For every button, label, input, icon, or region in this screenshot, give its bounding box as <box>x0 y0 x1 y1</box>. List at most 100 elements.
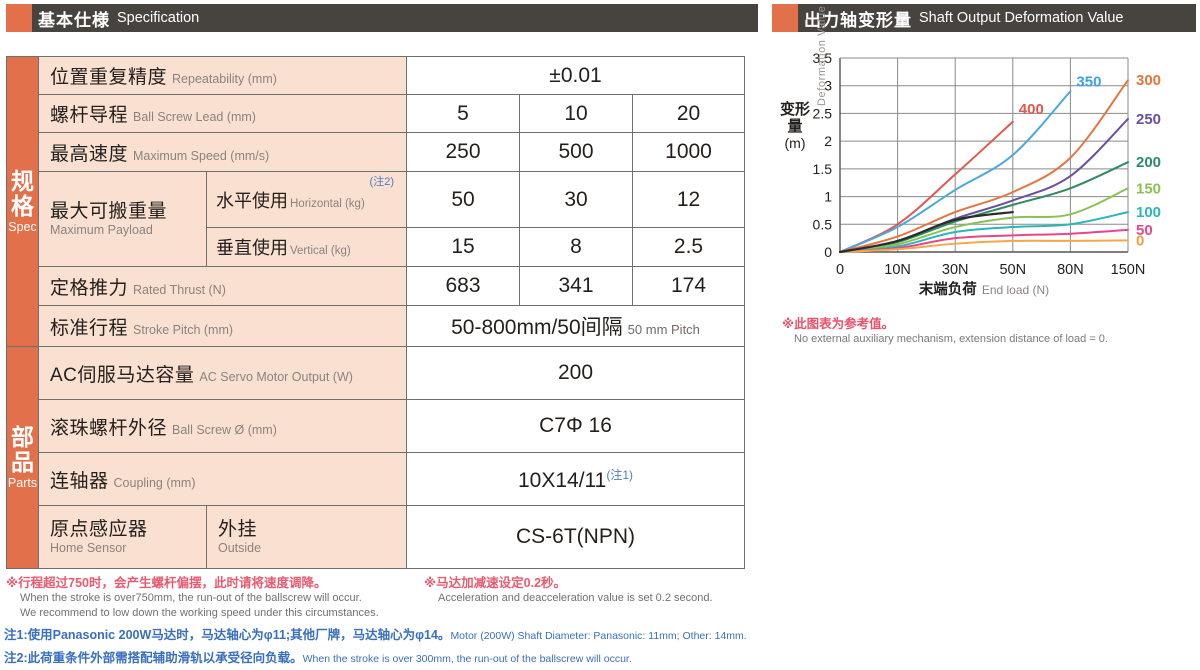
svg-text:2: 2 <box>824 133 832 149</box>
sub-label-en: Vertical (kg) <box>290 245 351 257</box>
table-row: 原点感应器 Home Sensor 外挂 Outside CS-6T(NPN) <box>7 505 746 569</box>
label-cn: AC伺服马达容量 <box>50 364 195 386</box>
svg-text:300: 300 <box>1136 72 1161 89</box>
value-ball-screw-diameter: C7Φ 16 <box>405 399 746 453</box>
row-label-coupling: 连轴器 Coupling (mm) <box>38 452 407 506</box>
svg-text:0: 0 <box>1136 232 1144 249</box>
value-vertical-1: 15 <box>406 227 520 267</box>
svg-text:350: 350 <box>1076 73 1101 90</box>
x-axis-label-en: End load (N) <box>981 283 1050 297</box>
label-en: Repeatability (mm) <box>172 72 277 86</box>
svg-text:100: 100 <box>1136 204 1161 221</box>
specification-title-en: Specification <box>117 10 200 26</box>
section-marker-icon <box>772 4 798 32</box>
footnote-note1: 注1:使用Panasonic 200W马达时，马达轴心为φ11;其他厂牌，马达轴… <box>4 624 1004 644</box>
value-vertical-3: 2.5 <box>631 227 746 267</box>
chart-note-cn: ※此图表为参考值。 <box>782 317 895 331</box>
label-cn: 位置重复精度 <box>50 67 168 88</box>
sub-label-en: Horizontal (kg) <box>290 197 365 210</box>
label-en: Maximum Speed (mm/s) <box>133 148 270 163</box>
label-en: Ball Screw Lead (mm) <box>133 110 256 124</box>
chart-note-en: No external auxiliary mechanism, extensi… <box>794 333 1108 345</box>
specification-section-header: 基本仕様 Specification <box>6 4 758 32</box>
table-row: 规格 Spec 位置重复精度 Repeatability (mm) ±0.01 <box>6 56 746 347</box>
label-en: Maximum Payload <box>50 223 153 238</box>
header-gap <box>798 4 804 32</box>
footnote-right-cn: ※马达加减速设定0.2秒。 <box>424 576 567 590</box>
value-speed-1: 250 <box>406 132 520 172</box>
value-home-sensor: CS-6T(NPN) <box>405 505 746 569</box>
svg-text:250: 250 <box>1136 111 1161 128</box>
footnote-note1-en: Motor (200W) Shaft Diameter: Panasonic: … <box>450 630 747 642</box>
x-axis-label-cn: 末端负荷 <box>918 282 977 298</box>
svg-text:150: 150 <box>1136 180 1161 197</box>
footnote-acceleration: ※马达加减速设定0.2秒。 Acceleration and deacceler… <box>424 572 754 606</box>
svg-text:1: 1 <box>824 189 832 205</box>
chart-section-header: 出力轴变形量 Shaft Output Deformation Value <box>772 4 1196 32</box>
label-cn: 原点感应器 <box>50 518 148 540</box>
svg-text:0.5: 0.5 <box>813 216 833 232</box>
side-label-parts-en: Parts <box>7 475 38 490</box>
svg-text:200: 200 <box>1136 154 1161 171</box>
table-row: 滚珠螺杆外径 Ball Screw Ø (mm) C7Φ 16 <box>7 399 746 453</box>
svg-text:0: 0 <box>824 244 832 260</box>
label-cn: 最大可搬重量 <box>50 200 168 222</box>
value-coupling: 10X14/11(注1) <box>405 452 746 506</box>
table-row: 螺杆导程 Ball Screw Lead (mm) 5 10 20 <box>7 94 746 133</box>
y-axis-label-cn: 变形量 <box>779 101 810 135</box>
sub-label-cn: 水平使用 <box>216 190 288 211</box>
specification-table: 规格 Spec 位置重复精度 Repeatability (mm) ±0.01 螺… <box>6 56 746 569</box>
side-label-parts: 部品 Parts <box>6 346 39 569</box>
table-row: 标准行程 Stroke Pitch (mm) 50-800mm/50间隔 50 mm… <box>7 305 746 347</box>
svg-text:2.5: 2.5 <box>813 105 833 121</box>
value-coupling-main: 10X14/11 <box>517 468 607 492</box>
sub-label-en: Outside <box>218 541 262 556</box>
footnote-note1-cn: 注1:使用Panasonic 200W马达时，马达轴心为φ11;其他厂牌，马达轴… <box>4 628 451 642</box>
footnote-note2-en: When the stroke is over 300mm, the run-o… <box>302 653 632 665</box>
side-label-spec: 规格 Spec <box>6 56 39 347</box>
table-row: 垂直使用 Vertical (kg) 15 8 2.5 <box>7 227 746 267</box>
label-cn: 定格推力 <box>50 277 129 299</box>
svg-text:1.5: 1.5 <box>813 161 833 177</box>
sub-label-horizontal: 水平使用 Horizontal (kg) (注2) <box>206 171 407 228</box>
footnote-note2-cn: 注2:此荷重条件外部需搭配辅助滑轨以承受径向负载。 <box>4 651 303 665</box>
label-en: AC Servo Motor Output (W) <box>199 369 353 384</box>
row-label-repeatability: 位置重复精度 Repeatability (mm) <box>38 56 407 95</box>
sub-label-vertical: 垂直使用 Vertical (kg) <box>206 227 407 267</box>
svg-text:30N: 30N <box>942 262 969 278</box>
value-lead-3: 20 <box>631 94 746 133</box>
label-en: Stroke Pitch (mm) <box>133 322 234 337</box>
value-stroke-pitch-main: 50-800mm/50间隔 <box>451 316 623 339</box>
label-cn: 连轴器 <box>50 470 109 492</box>
sub-label-cn: 垂直使用 <box>216 238 288 258</box>
sub-label-outside: 外挂 Outside <box>206 505 407 569</box>
svg-text:150N: 150N <box>1111 262 1146 278</box>
value-lead-2: 10 <box>519 94 633 133</box>
x-axis-label: 末端负荷 End load (N) <box>772 278 1196 299</box>
chart-title-cn: 出力轴变形量 <box>804 10 912 30</box>
footnote-note2: 注2:此荷重条件外部需搭配辅助滑轨以承受径向负载。When the stroke… <box>4 647 1004 667</box>
label-en: Home Sensor <box>50 541 127 556</box>
table-row: 最高速度 Maximum Speed (mm/s) 250 500 1000 <box>7 132 746 172</box>
value-thrust-3: 174 <box>631 266 746 306</box>
svg-text:400: 400 <box>1019 101 1044 118</box>
label-cn: 螺杆导程 <box>50 105 129 126</box>
numbered-footnotes: 注1:使用Panasonic 200W马达时，马达轴心为φ11;其他厂牌，马达轴… <box>4 624 1004 670</box>
value-ac-servo-motor: 200 <box>405 346 746 400</box>
y-axis-unit: (m) <box>784 134 806 151</box>
label-en: Ball Screw Ø (mm) <box>172 422 277 437</box>
table-row: 连轴器 Coupling (mm) 10X14/11(注1) <box>7 452 746 506</box>
row-label-ac-servo-motor: AC伺服马达容量 AC Servo Motor Output (W) <box>38 346 407 400</box>
value-thrust-2: 341 <box>519 266 633 306</box>
section-marker-icon <box>6 4 32 32</box>
value-speed-2: 500 <box>519 132 633 172</box>
value-horizontal-1: 50 <box>406 171 520 228</box>
footnote-marker-2: (注2) <box>369 176 394 188</box>
row-label-ball-screw-diameter: 滚珠螺杆外径 Ball Screw Ø (mm) <box>38 399 407 453</box>
table-row: 最大可搬重量 Maximum Payload 水平使用 Horizontal (k… <box>7 171 746 267</box>
chart-title-en: Shaft Output Deformation Value <box>919 10 1124 26</box>
value-speed-3: 1000 <box>631 132 746 172</box>
footnote-right-en: Acceleration and deacceleration value is… <box>438 592 713 604</box>
header-gap <box>32 4 38 32</box>
side-label-parts-cn: 部品 <box>11 424 34 475</box>
